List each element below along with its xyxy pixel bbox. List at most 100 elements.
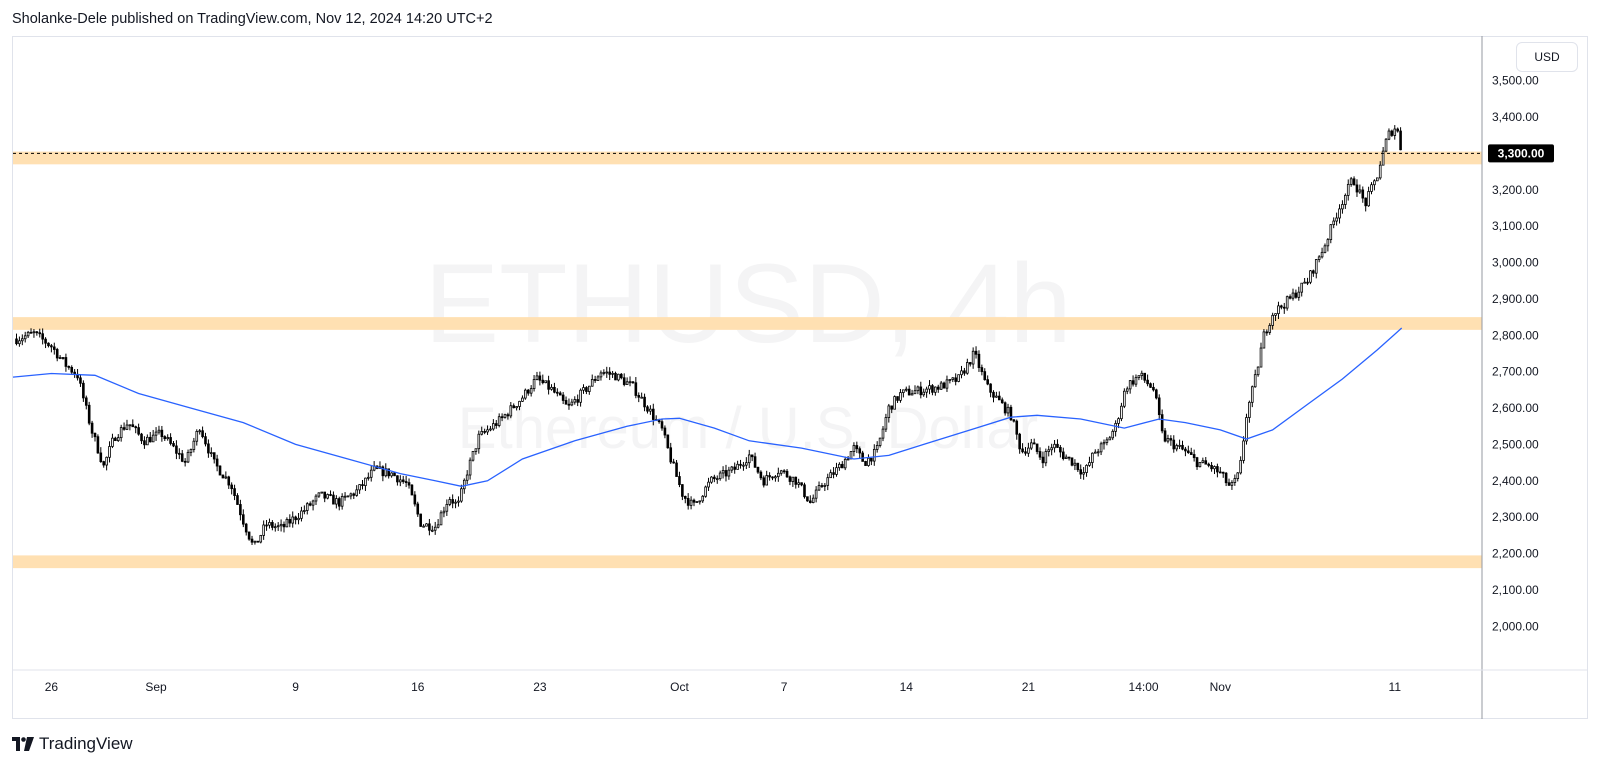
candle — [1256, 366, 1260, 377]
candle — [367, 472, 370, 481]
candle — [611, 370, 614, 378]
candle — [622, 373, 626, 387]
candle — [535, 371, 539, 381]
candle — [643, 393, 646, 412]
candle — [532, 375, 536, 392]
candle — [556, 388, 559, 397]
candle — [21, 334, 24, 346]
candle — [509, 401, 513, 419]
candle — [820, 482, 824, 489]
candle — [893, 395, 896, 410]
candle — [250, 535, 254, 545]
zone-1 — [13, 151, 1482, 165]
candle — [93, 432, 97, 442]
candle — [451, 494, 454, 509]
candle — [838, 462, 841, 471]
candle — [422, 524, 425, 528]
candle — [116, 434, 120, 442]
candle — [442, 506, 446, 518]
candle — [733, 462, 737, 474]
candle — [651, 403, 655, 426]
candle — [1329, 224, 1333, 244]
candle — [561, 392, 565, 405]
y-tick-label: 2,500.00 — [1492, 437, 1539, 451]
axes: 3,500.00 3,400.00 3,200.00 3,100.00 3,000.00… — [13, 36, 1588, 719]
candle — [1123, 388, 1126, 409]
candle — [428, 518, 431, 536]
candle — [1277, 301, 1280, 319]
candle — [1175, 443, 1178, 452]
candle — [1192, 449, 1196, 462]
x-tick-label: 7 — [781, 680, 788, 694]
candle — [1108, 435, 1112, 441]
candle — [439, 510, 443, 526]
candle — [1317, 255, 1321, 263]
candle — [992, 390, 995, 403]
candle — [1050, 443, 1053, 456]
candle — [791, 476, 795, 487]
candle — [430, 525, 434, 533]
candle — [567, 398, 571, 410]
candle — [105, 456, 108, 471]
candle — [1181, 440, 1184, 451]
candle — [593, 375, 597, 383]
candle — [151, 429, 155, 443]
candle — [413, 491, 417, 507]
candle — [875, 441, 879, 453]
candle — [320, 491, 324, 494]
candle — [1204, 457, 1208, 465]
y-tick-label: 2,600.00 — [1492, 401, 1539, 415]
tradingview-brand[interactable]: TradingView — [12, 734, 133, 754]
candle — [1341, 200, 1344, 214]
candle — [541, 374, 545, 385]
candle — [1076, 462, 1080, 472]
candle — [515, 406, 518, 411]
candle — [163, 435, 167, 442]
candle — [108, 441, 111, 463]
candle — [186, 449, 190, 464]
candle — [352, 492, 356, 499]
y-tick-label: 2,300.00 — [1492, 510, 1539, 524]
candle — [1364, 197, 1367, 212]
candle — [332, 491, 335, 505]
candle — [779, 469, 783, 476]
candle — [1297, 286, 1301, 301]
candle — [233, 484, 236, 501]
candle — [1070, 457, 1074, 467]
candle — [148, 431, 152, 443]
candle — [963, 367, 966, 376]
candle — [550, 384, 553, 391]
candle — [55, 347, 59, 362]
candle — [1370, 182, 1373, 195]
candle — [323, 491, 327, 503]
candle — [111, 433, 114, 449]
currency-button[interactable]: USD — [1516, 42, 1578, 72]
candle — [931, 384, 934, 396]
candle — [1300, 282, 1304, 297]
candle — [1378, 161, 1382, 180]
candle — [1137, 375, 1141, 381]
candle — [1280, 304, 1283, 310]
candle — [765, 470, 768, 486]
candle — [605, 366, 609, 378]
candle — [529, 385, 533, 397]
candle — [241, 509, 245, 528]
candle — [369, 465, 373, 482]
candle — [986, 375, 989, 386]
candle — [480, 426, 484, 436]
candle — [221, 474, 225, 479]
candle — [198, 429, 201, 435]
candle — [945, 375, 949, 392]
candle — [966, 358, 969, 375]
candle — [1009, 404, 1013, 421]
candle — [1085, 464, 1088, 477]
candle — [753, 452, 757, 468]
candle — [343, 492, 347, 501]
y-tick-label: 2,400.00 — [1492, 474, 1539, 488]
candle — [401, 475, 405, 484]
candle — [154, 427, 158, 441]
candle — [41, 328, 44, 345]
candle — [396, 475, 399, 486]
candle — [890, 405, 894, 414]
